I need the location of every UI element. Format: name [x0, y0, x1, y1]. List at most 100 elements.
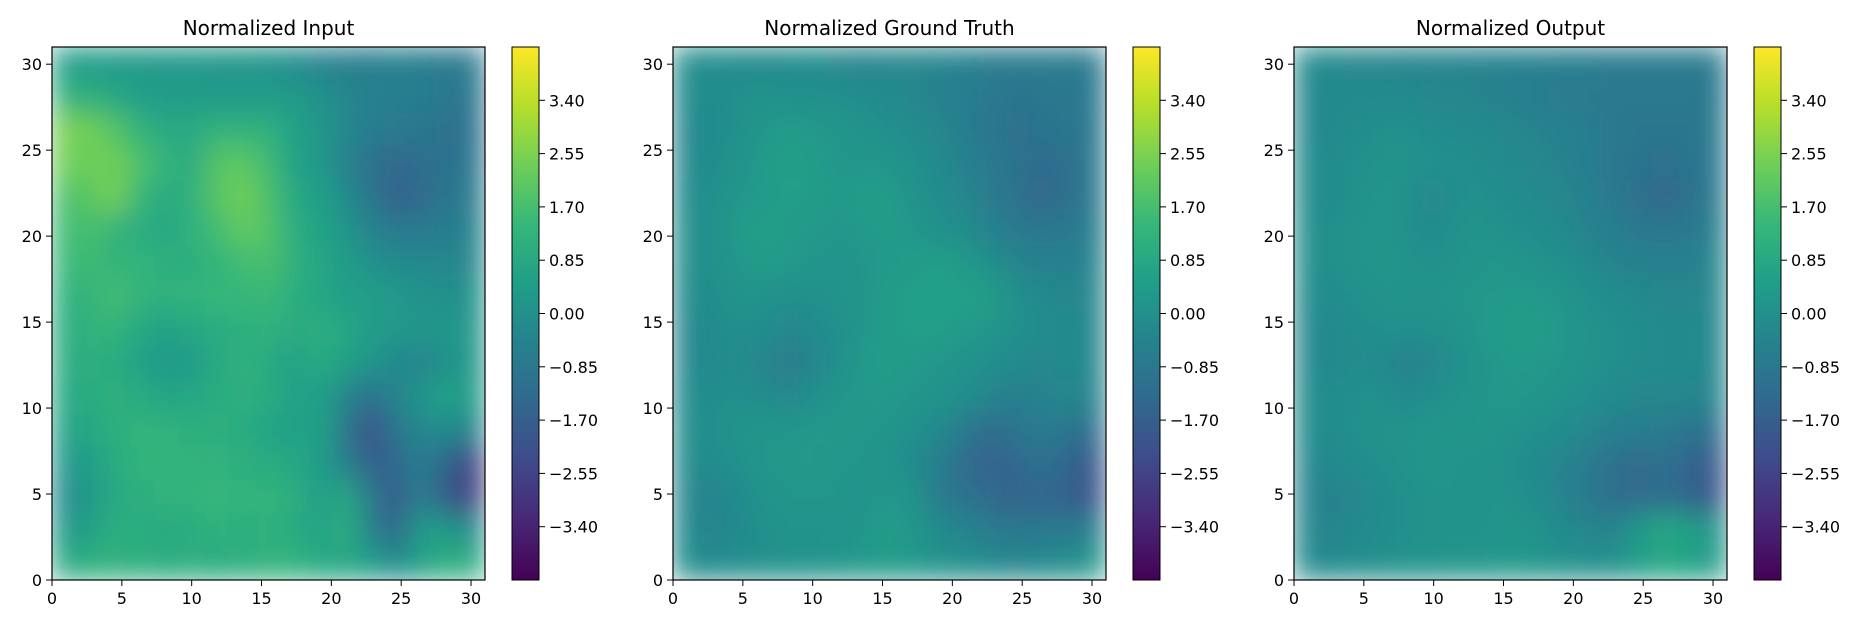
heatmap-cell	[1446, 412, 1473, 448]
heatmap-cell	[52, 479, 78, 514]
heatmap-cell	[1701, 146, 1727, 181]
heatmap-cell	[357, 179, 384, 215]
heatmap-cell	[1599, 146, 1626, 181]
heatmap-cell	[280, 546, 308, 580]
heatmap-cell	[1624, 412, 1652, 448]
heatmap-cell	[1497, 246, 1524, 281]
heatmap-cell	[1650, 146, 1677, 181]
heatmap-cell	[52, 346, 78, 381]
heatmap-cell	[876, 412, 903, 448]
heatmap-cell	[1701, 512, 1727, 548]
heatmap-cell	[697, 79, 725, 115]
x-tick-label: 0	[1289, 589, 1299, 608]
heatmap-cell	[1420, 246, 1448, 281]
heatmap-cell	[1573, 213, 1601, 248]
heatmap-cell	[1003, 479, 1031, 514]
heatmap-cell	[799, 313, 827, 348]
heatmap-cell	[52, 113, 78, 148]
heatmap-cell	[357, 512, 384, 548]
heatmap-cell	[774, 379, 801, 414]
colorbar	[511, 46, 540, 581]
heatmap-cell	[1054, 313, 1082, 348]
heatmap-cell	[1080, 546, 1106, 580]
heatmap-cell	[280, 246, 308, 281]
heatmap-cell	[825, 346, 852, 381]
heatmap-cell	[876, 79, 903, 115]
heatmap-cell	[1701, 479, 1727, 514]
heatmap-cell	[774, 146, 801, 181]
colorbar-tick-label: 3.40	[1791, 91, 1827, 110]
heatmap-cell	[102, 512, 129, 548]
heatmap-cell	[331, 246, 359, 281]
heatmap-cell	[1420, 146, 1448, 181]
heatmap-cell	[331, 446, 359, 481]
heatmap-cell	[825, 412, 852, 448]
heatmap-cell	[76, 346, 104, 381]
heatmap-cell	[1497, 379, 1524, 414]
heatmap-cell	[1548, 47, 1575, 81]
heatmap-cell	[1471, 279, 1499, 314]
heatmap-cell	[673, 213, 699, 248]
heatmap-cell	[952, 412, 980, 448]
heatmap-cell	[1029, 47, 1056, 81]
heatmap-cell	[673, 79, 699, 115]
heatmap-cell	[723, 512, 750, 548]
heatmap-cell	[1573, 479, 1601, 514]
heatmap-cell	[1054, 246, 1082, 281]
heatmap-cell	[876, 113, 903, 148]
heatmap-cell	[1344, 412, 1371, 448]
heatmap-cell	[204, 113, 231, 148]
heatmap-cell	[799, 47, 827, 81]
heatmap-cell	[1420, 213, 1448, 248]
heatmap-cell	[153, 546, 180, 580]
heatmap-cell	[1003, 47, 1031, 81]
y-tick-label: 0	[32, 571, 42, 590]
heatmap-cell	[1054, 213, 1082, 248]
x-tick-label: 30	[1703, 589, 1723, 608]
heatmap-cell	[153, 79, 180, 115]
heatmap-cell	[229, 213, 257, 248]
heatmap-cell	[1522, 346, 1550, 381]
heatmap-cell	[1548, 379, 1575, 414]
heatmap-cell	[927, 47, 954, 81]
heatmap-cell	[76, 313, 104, 348]
heatmap-cell	[1054, 346, 1082, 381]
heatmap-cell	[1497, 113, 1524, 148]
heatmap-cell	[1054, 379, 1082, 414]
heatmap-cell	[774, 79, 801, 115]
heatmap-cell	[1497, 346, 1524, 381]
heatmap-cell	[1420, 479, 1448, 514]
colorbar-tick-label: 0.85	[1170, 251, 1206, 270]
heatmap-cell	[1003, 446, 1031, 481]
heatmap-cell	[1344, 47, 1371, 81]
heatmap-cell	[255, 146, 282, 181]
heatmap-cell	[697, 113, 725, 148]
heatmap-cell	[102, 213, 129, 248]
heatmap-cell	[306, 546, 333, 580]
heatmap-cell	[1599, 313, 1626, 348]
heatmap-cell	[748, 79, 776, 115]
colorbar-tick-label: 1.70	[1170, 198, 1206, 217]
heatmap-cell	[1054, 113, 1082, 148]
heatmap-cell	[1369, 113, 1397, 148]
x-tick-label: 5	[117, 589, 127, 608]
heatmap-cell	[825, 213, 852, 248]
heatmap-cell	[825, 279, 852, 314]
heatmap-cell	[127, 113, 155, 148]
heatmap-cell	[153, 313, 180, 348]
heatmap-cell	[850, 512, 878, 548]
heatmap-cell	[1675, 512, 1703, 548]
heatmap-cell	[255, 279, 282, 314]
heatmap-cell	[978, 179, 1005, 215]
heatmap-cell	[102, 412, 129, 448]
heatmap-cell	[927, 346, 954, 381]
heatmap-cell	[799, 246, 827, 281]
heatmap-cell	[1701, 446, 1727, 481]
heatmap-cell	[1522, 146, 1550, 181]
heatmap-cell	[774, 346, 801, 381]
heatmap-cell	[1318, 113, 1346, 148]
heatmap-cell	[978, 412, 1005, 448]
heatmap-cell	[723, 79, 750, 115]
heatmap-cell	[1471, 512, 1499, 548]
heatmap-cell	[357, 346, 384, 381]
